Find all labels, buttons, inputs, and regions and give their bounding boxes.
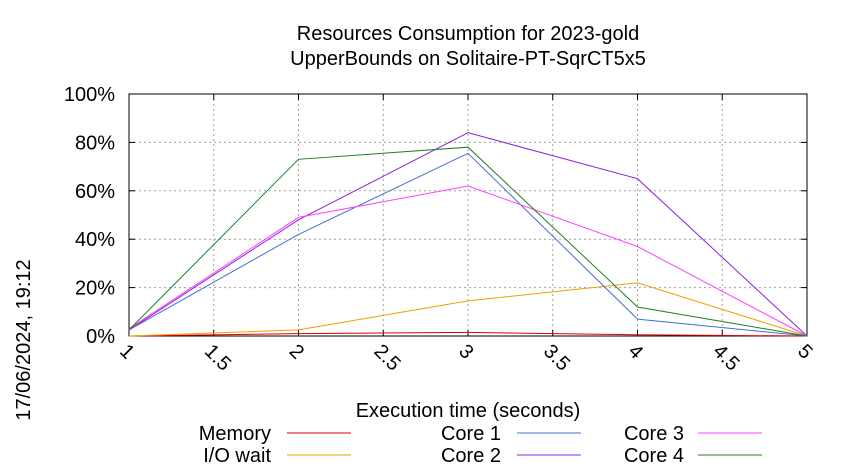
series-line-memory: [128, 331, 808, 337]
timestamp-label: 17/06/2024, 19:12: [13, 259, 35, 420]
y-tick-label: 80%: [75, 132, 115, 154]
legend-label-core-1: Core 1: [441, 423, 501, 445]
legend-label-core-4: Core 4: [624, 445, 684, 467]
series-line-core-2: [128, 132, 808, 337]
chart-subtitle: UpperBounds on Solitaire-PT-SqrCT5x5: [290, 48, 646, 70]
chart-title: Resources Consumption for 2023-gold: [297, 23, 639, 45]
x-tick-label: 3: [454, 340, 477, 363]
y-tick-label: 100%: [64, 84, 115, 106]
legend-label-i-o-wait: I/O wait: [203, 445, 271, 467]
x-tick-label: 1.5: [200, 340, 235, 375]
y-tick-label: 40%: [75, 229, 115, 251]
series-line-i-o-wait: [128, 282, 808, 337]
y-tick-label: 20%: [75, 278, 115, 300]
x-tick-label: 1: [115, 340, 138, 363]
series-line-core-3: [128, 185, 808, 337]
legend-label-memory: Memory: [199, 423, 271, 445]
series-lines: [128, 132, 808, 337]
x-tick-label: 4: [624, 340, 647, 363]
ticks: 0% 20% 40% 60% 80% 100% 1 1.5 2 2.5 3 3.5 4 4.5 5: [64, 84, 817, 375]
x-tick-label: 4.5: [708, 340, 743, 375]
y-tick-label: 60%: [75, 181, 115, 203]
y-tick-label: 0%: [86, 326, 115, 348]
series-line-core-4: [128, 146, 808, 337]
x-tick-label: 5: [793, 340, 816, 363]
x-axis-label: Execution time (seconds): [356, 400, 581, 422]
x-tick-label: 3.5: [539, 340, 574, 375]
x-tick-label: 2.5: [369, 340, 404, 375]
series-line-core-1: [128, 152, 808, 337]
legend-label-core-2: Core 2: [441, 445, 501, 467]
x-tick-label: 2: [285, 340, 308, 363]
grid: [129, 94, 807, 336]
legend-label-core-3: Core 3: [624, 423, 684, 445]
